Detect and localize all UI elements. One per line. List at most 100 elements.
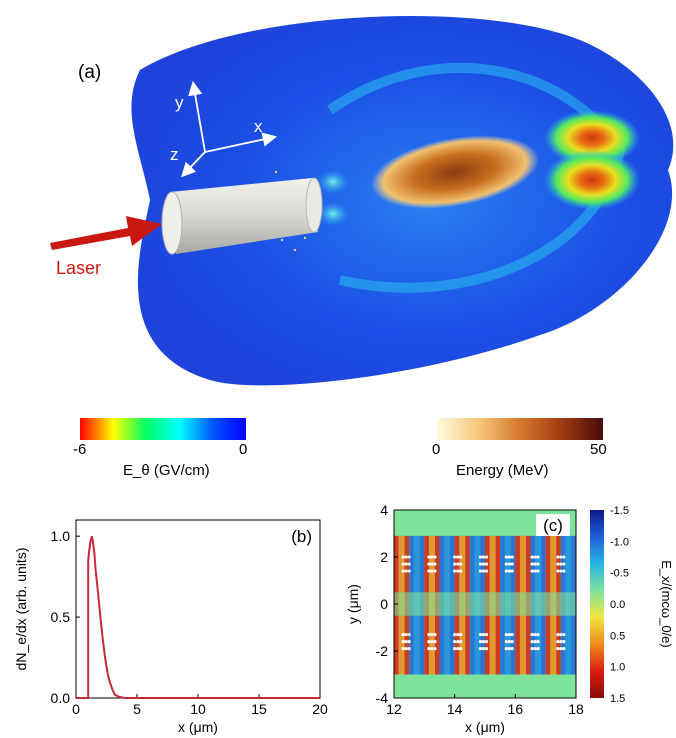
axis-x-label: x <box>254 117 263 136</box>
axis-y-label: y <box>175 93 184 112</box>
electron-dot <box>556 555 560 559</box>
electron-dot <box>459 633 463 637</box>
electron-dot <box>507 555 511 559</box>
colorbar-tick-label: -1.0 <box>610 536 629 548</box>
x-tick-label: 16 <box>508 701 524 717</box>
colorbar-field-min: -6 <box>73 441 87 458</box>
electron-dot <box>559 555 563 559</box>
electron-dot <box>456 562 460 566</box>
electron-dot <box>427 640 431 644</box>
electron-dot <box>536 633 540 637</box>
electron-dot <box>533 633 537 637</box>
colorbar-tick-label: -1.5 <box>610 505 629 517</box>
electron-dot <box>478 647 483 651</box>
electron-dot <box>459 562 463 566</box>
electron-dot <box>407 633 411 637</box>
electron-dot <box>510 562 514 566</box>
axes-triad <box>181 80 278 178</box>
electron-dot <box>533 562 537 566</box>
electron-dot <box>427 647 431 651</box>
electron-dot <box>478 555 483 559</box>
colorbar-tick-label: 1.0 <box>610 662 625 674</box>
colorbar-energy-title: Energy (MeV) <box>456 462 549 479</box>
electron-dot <box>401 640 405 644</box>
electron-dot <box>433 555 437 559</box>
electron-dot <box>433 640 437 644</box>
plot-frame <box>75 519 321 699</box>
electron-dot <box>484 562 489 566</box>
electron-dot <box>484 569 489 573</box>
electron-dot <box>433 562 437 566</box>
electron-dot <box>453 640 457 644</box>
electron-dot <box>430 633 434 637</box>
x-tick-label: 12 <box>386 701 402 717</box>
electron-dot <box>556 633 560 637</box>
electron-dot <box>427 562 431 566</box>
colorbar-tick-label: 0.0 <box>610 599 625 611</box>
electron-dot <box>556 647 560 651</box>
series-line <box>76 535 320 699</box>
colorbar-energy <box>437 418 603 440</box>
electron-dot <box>484 633 489 637</box>
electron-dot <box>430 562 434 566</box>
cylinder-target <box>161 177 323 255</box>
electron-dot <box>530 647 534 651</box>
electron-dot <box>559 647 563 651</box>
electron-dot <box>407 640 411 644</box>
electron-dot <box>504 633 508 637</box>
electron-dot <box>556 569 560 573</box>
colorbar-field-max: 0 <box>239 441 248 458</box>
electron-dot <box>530 640 534 644</box>
electron-dot <box>510 633 514 637</box>
electron-dot <box>456 640 460 644</box>
electron-dot <box>481 640 486 644</box>
electron-dot <box>478 633 483 637</box>
electron-dot <box>559 569 563 573</box>
x-tick-label: 15 <box>251 701 267 717</box>
electron-dot <box>478 562 483 566</box>
electron-dot <box>404 562 408 566</box>
colorbar-tick-label: 1.5 <box>610 693 625 705</box>
electron-dot <box>536 647 540 651</box>
panel-a-label: (a) <box>78 62 102 83</box>
electron-dot <box>533 640 537 644</box>
electron-dot <box>484 640 489 644</box>
electron-dot <box>533 569 537 573</box>
electron-dot <box>556 640 560 644</box>
y-tick-label: 2 <box>380 549 388 565</box>
y-tick-label: -2 <box>376 643 389 659</box>
electron-dot <box>481 569 486 573</box>
electron-dot <box>504 647 508 651</box>
electron-dot <box>427 555 431 559</box>
y-tick-label: -4 <box>376 690 389 706</box>
electron-dot <box>401 633 405 637</box>
x-tick-label: 20 <box>312 701 328 717</box>
electron-dot <box>507 647 511 651</box>
electron-dot <box>530 633 534 637</box>
electron-dot <box>407 569 411 573</box>
electron-dot <box>562 562 566 566</box>
electron-dot <box>484 647 489 651</box>
y-tick-label: 4 <box>380 502 388 518</box>
electron-dot <box>459 569 463 573</box>
axis-z-label: z <box>170 145 179 164</box>
electron-dot <box>456 555 460 559</box>
field-spot-bottom <box>317 202 349 226</box>
electron-dot <box>459 640 463 644</box>
electron-dot <box>507 562 511 566</box>
electron-dot <box>562 647 566 651</box>
electron-dot <box>559 633 563 637</box>
electron-dot <box>401 647 405 651</box>
colorbar-title: E_x/(mcω_0/e) <box>659 560 674 647</box>
electron-bunch <box>371 135 539 209</box>
electron-dot <box>556 562 560 566</box>
electron-dot <box>478 640 483 644</box>
colorbar-field <box>80 418 246 440</box>
laser-label: Laser <box>56 258 102 278</box>
electron-dot <box>484 555 489 559</box>
x-tick-label: 5 <box>133 701 141 717</box>
field-lobe-top <box>544 110 640 166</box>
electron-dot <box>456 647 460 651</box>
electron-dot <box>536 555 540 559</box>
axis-band <box>394 592 576 616</box>
